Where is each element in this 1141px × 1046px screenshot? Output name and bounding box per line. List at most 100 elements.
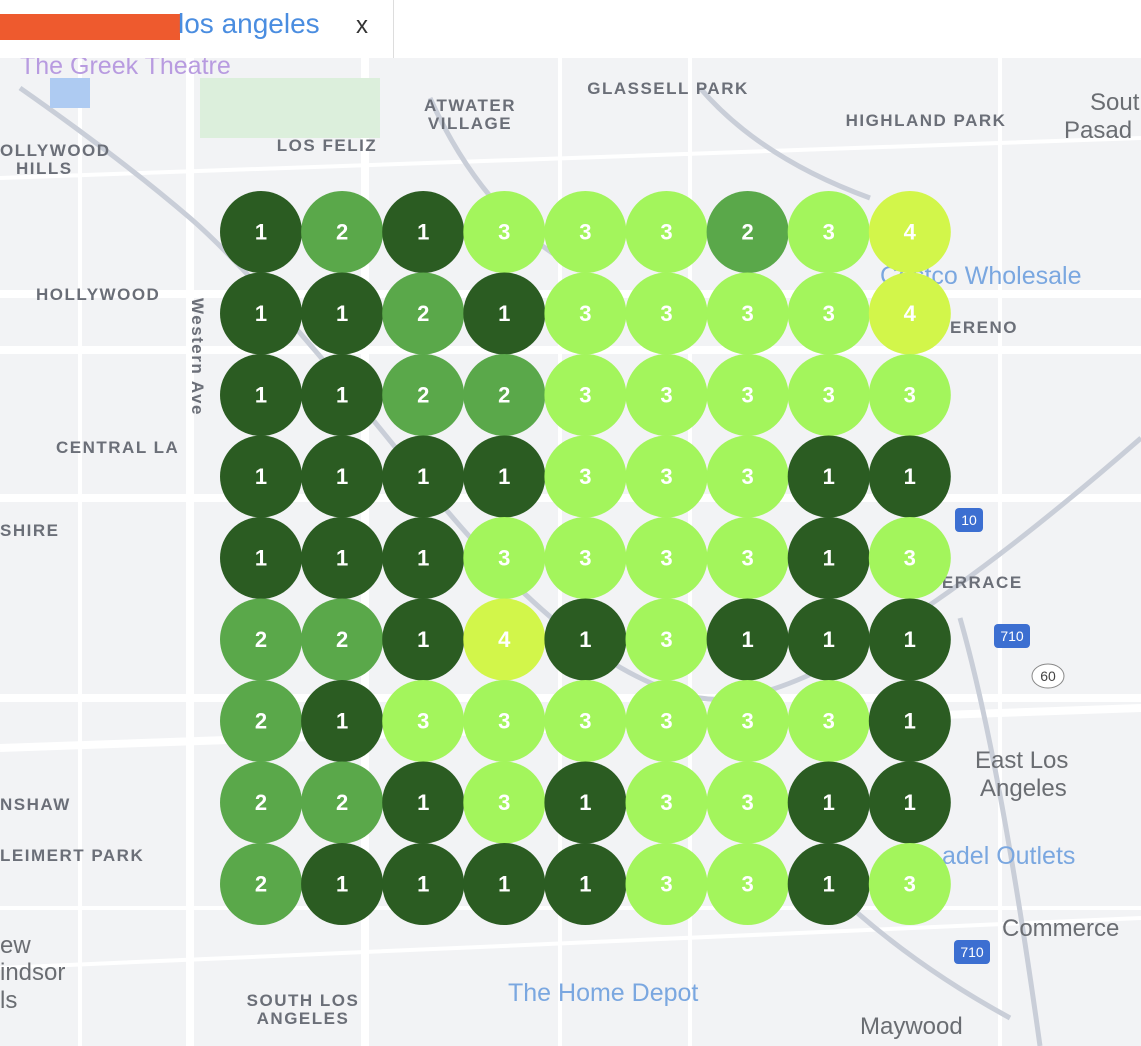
area-label: NSHAW bbox=[0, 795, 71, 814]
area-label: SOUTH LOS bbox=[247, 991, 360, 1010]
rank-label: 4 bbox=[904, 301, 917, 326]
query-text: los angeles bbox=[178, 8, 320, 39]
rank-circle bbox=[787, 191, 870, 273]
rank-label: 3 bbox=[579, 220, 591, 245]
rank-label: 1 bbox=[498, 301, 510, 326]
area-label: ERENO bbox=[950, 318, 1018, 337]
rank-label: 1 bbox=[417, 220, 429, 245]
area-label: LOS FELIZ bbox=[277, 136, 377, 155]
rank-circle bbox=[301, 272, 384, 355]
rank-label: 4 bbox=[498, 627, 511, 652]
area-label: SHIRE bbox=[0, 521, 59, 540]
rank-label: 1 bbox=[823, 464, 835, 489]
rank-label: 3 bbox=[741, 546, 753, 571]
rank-label: 3 bbox=[498, 709, 510, 734]
rank-circle bbox=[544, 680, 627, 762]
rank-circle bbox=[544, 354, 627, 436]
rank-circle bbox=[868, 761, 951, 844]
area-label: ls bbox=[0, 987, 17, 1014]
rank-circle bbox=[868, 843, 951, 925]
rank-label: 1 bbox=[904, 627, 916, 652]
area-label: VILLAGE bbox=[428, 114, 512, 133]
rank-circle bbox=[382, 354, 465, 436]
rank-circle bbox=[868, 598, 951, 681]
rank-circle bbox=[463, 272, 546, 355]
rank-label: 1 bbox=[498, 464, 510, 489]
rank-circle bbox=[787, 354, 870, 436]
rank-label: 3 bbox=[823, 709, 835, 734]
search-tab[interactable]: los angeles x bbox=[0, 0, 394, 58]
rank-circle bbox=[220, 272, 302, 355]
rank-label: 2 bbox=[336, 220, 348, 245]
rank-circle bbox=[544, 843, 627, 925]
rank-label: 1 bbox=[417, 464, 429, 489]
rank-circle bbox=[625, 761, 708, 844]
rank-circle bbox=[625, 843, 708, 925]
rank-label: 1 bbox=[255, 301, 267, 326]
rank-circle bbox=[382, 191, 465, 273]
rank-label: 1 bbox=[823, 627, 835, 652]
rank-circle bbox=[787, 598, 870, 681]
rank-label: 1 bbox=[336, 709, 348, 734]
rank-circle bbox=[463, 435, 546, 518]
rank-label: 1 bbox=[417, 627, 429, 652]
rank-circle bbox=[706, 191, 789, 273]
rank-label: 3 bbox=[823, 220, 835, 245]
poi-label: The Home Depot bbox=[508, 979, 698, 1007]
rank-circle bbox=[706, 598, 789, 681]
rank-circle bbox=[463, 761, 546, 844]
rank-circle bbox=[382, 680, 465, 762]
rank-circle bbox=[301, 191, 384, 273]
rank-circle bbox=[463, 354, 546, 436]
rank-label: 1 bbox=[255, 220, 267, 245]
rank-circle bbox=[868, 191, 951, 273]
rank-label: 1 bbox=[823, 872, 835, 897]
close-button[interactable]: x bbox=[356, 12, 368, 39]
rank-circle bbox=[220, 598, 302, 681]
rank-label: 1 bbox=[336, 464, 348, 489]
highway-shield: 710 bbox=[1000, 628, 1024, 644]
rank-label: 3 bbox=[417, 709, 429, 734]
rank-circle bbox=[220, 354, 302, 436]
rank-label: 1 bbox=[417, 546, 429, 571]
rank-label: 3 bbox=[660, 872, 672, 897]
rank-circle bbox=[787, 517, 870, 599]
rank-circle bbox=[301, 435, 384, 518]
area-label: Commerce bbox=[1002, 915, 1119, 942]
rank-label: 1 bbox=[336, 301, 348, 326]
rank-circle bbox=[220, 435, 302, 518]
rank-label: 1 bbox=[579, 872, 591, 897]
area-label: HOLLYWOOD bbox=[36, 285, 160, 304]
rank-circle bbox=[706, 272, 789, 355]
rank-label: 1 bbox=[579, 627, 591, 652]
rank-circle bbox=[382, 843, 465, 925]
rank-circle bbox=[706, 843, 789, 925]
rank-circle bbox=[463, 517, 546, 599]
rank-circle bbox=[706, 761, 789, 844]
area-label: TERRACE bbox=[930, 573, 1023, 592]
rank-circle bbox=[301, 354, 384, 436]
area-label: ew bbox=[0, 932, 31, 959]
rank-circle bbox=[220, 761, 302, 844]
rank-circle bbox=[301, 761, 384, 844]
area-label: CENTRAL LA bbox=[56, 438, 179, 457]
rank-label: 1 bbox=[741, 627, 753, 652]
area-label: Angeles bbox=[980, 775, 1067, 802]
rank-label: 3 bbox=[741, 301, 753, 326]
rank-label: 2 bbox=[255, 872, 267, 897]
rank-label: 1 bbox=[255, 464, 267, 489]
rank-circle bbox=[220, 517, 302, 599]
rank-circle bbox=[382, 761, 465, 844]
rank-label: 1 bbox=[823, 546, 835, 571]
rank-label: 2 bbox=[336, 627, 348, 652]
rank-label: 1 bbox=[255, 383, 267, 408]
top-bar: los angeles x bbox=[0, 0, 1141, 58]
rank-label: 1 bbox=[417, 790, 429, 815]
highway-shield: 60 bbox=[1040, 668, 1056, 684]
rank-label: 3 bbox=[660, 464, 672, 489]
rank-circle bbox=[544, 598, 627, 681]
rank-label: 3 bbox=[741, 709, 753, 734]
rank-label: 3 bbox=[823, 383, 835, 408]
rank-label: 3 bbox=[741, 872, 753, 897]
rank-circle bbox=[220, 843, 302, 925]
